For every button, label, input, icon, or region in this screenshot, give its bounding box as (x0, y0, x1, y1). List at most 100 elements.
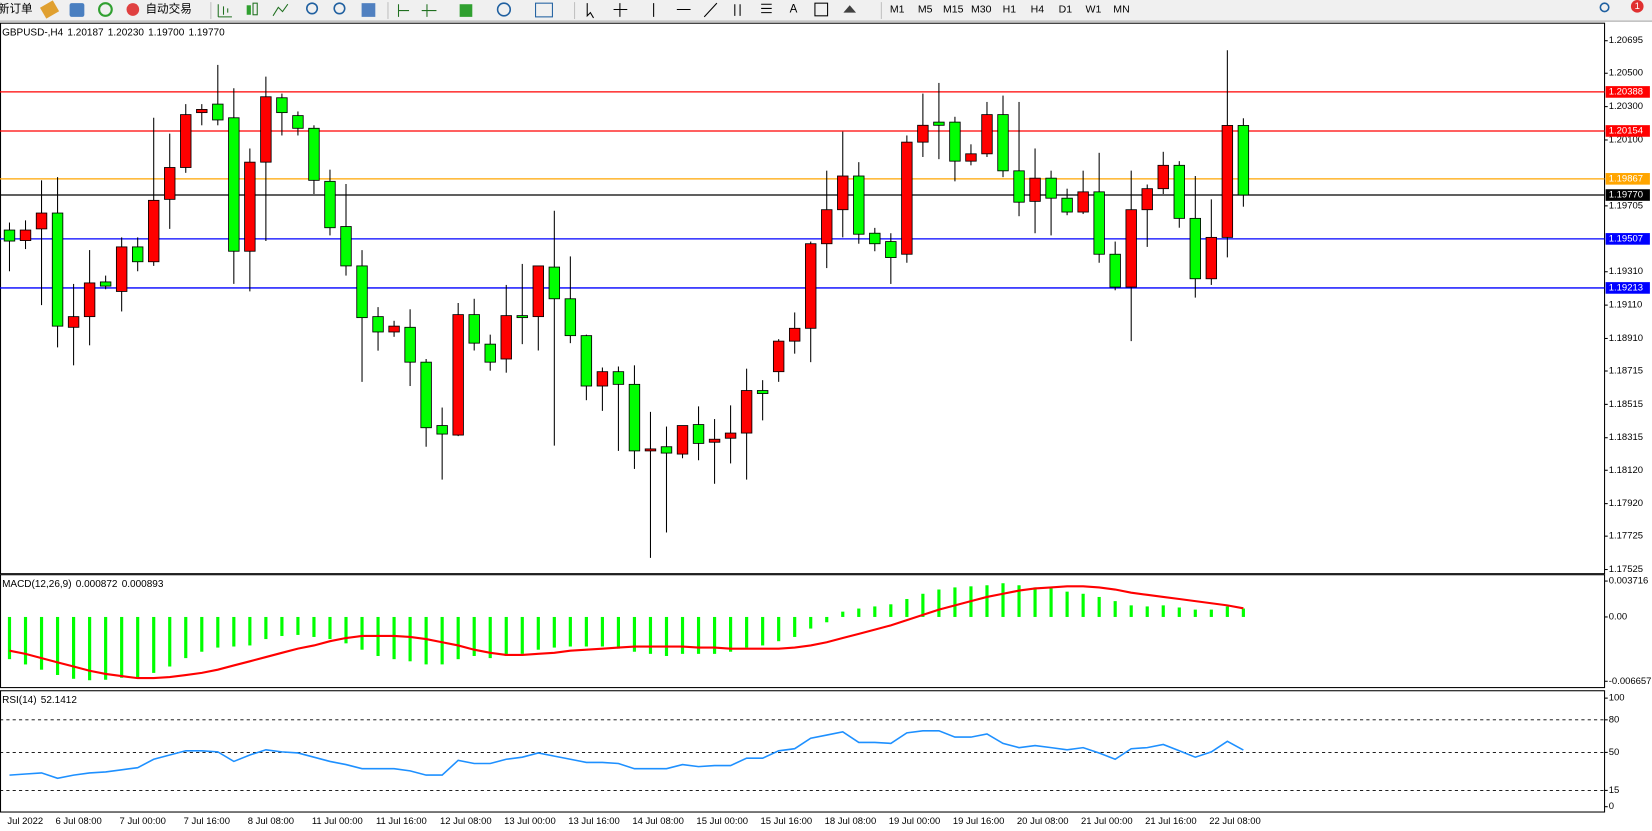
histogram-bar (520, 616, 524, 654)
histogram-bar (88, 616, 92, 681)
x-tick-label: 13 Jul 16:00 (568, 816, 620, 827)
histogram-bar (1113, 601, 1117, 617)
x-tick-label: 11 Jul 00:00 (312, 816, 363, 827)
toolbar (0, 0, 1652, 22)
y-tick-label: 1.20300 (1609, 101, 1643, 112)
candle-body (516, 315, 528, 319)
histogram-bar (104, 616, 108, 680)
y-tick-label: 1.19705 (1609, 200, 1643, 211)
candle-body (676, 425, 689, 455)
histogram-bar (1225, 606, 1229, 617)
icon-bars[interactable] (217, 4, 232, 18)
icon-crosshair[interactable] (613, 3, 628, 17)
histogram-bar (424, 616, 428, 665)
y-tick-label: 1.19310 (1609, 266, 1643, 277)
histogram-bar (472, 616, 476, 656)
icon-cursor[interactable] (586, 3, 594, 19)
timeframe-button[interactable]: H1 (1003, 3, 1017, 15)
y-tick-label: 80 (1609, 714, 1620, 725)
icon-line[interactable] (272, 3, 289, 17)
timeframe-button[interactable]: D1 (1059, 3, 1073, 15)
new-order-button[interactable]: 新订单 (0, 2, 33, 16)
icon-shift[interactable] (421, 4, 437, 17)
y-tick-label: 15 (1609, 785, 1620, 796)
candle-body (1109, 253, 1121, 288)
histogram-bar (1097, 596, 1101, 617)
histogram-bar (664, 616, 669, 656)
histogram-bar (632, 616, 637, 652)
x-tick-label: 13 Jul 00:00 (504, 816, 556, 827)
histogram-bar (152, 616, 156, 673)
histogram-bar (953, 587, 957, 617)
y-tick-label: -0.006657 (1609, 676, 1652, 687)
histogram-bar (39, 616, 44, 670)
candle-body (468, 314, 480, 344)
histogram-bar (1049, 588, 1053, 617)
candle-body (212, 103, 224, 121)
candle-body (1237, 125, 1250, 196)
icon-tile[interactable] (361, 3, 376, 17)
candle-body (612, 371, 625, 385)
icon-search[interactable] (1599, 2, 1610, 13)
candle-body (436, 425, 448, 435)
candle-body (148, 199, 160, 263)
timeframe-button[interactable]: MN (1113, 3, 1129, 15)
histogram-bar (552, 616, 556, 648)
icon-signal[interactable] (98, 2, 113, 17)
histogram-bar (712, 616, 717, 654)
icon-candles[interactable] (246, 5, 251, 15)
icon-periods[interactable] (496, 2, 512, 17)
histogram-bar (937, 589, 941, 617)
histogram-bar (1001, 583, 1005, 617)
y-tick-label: 1.18515 (1609, 399, 1643, 410)
histogram-bar (504, 616, 508, 656)
histogram-bar (680, 616, 685, 654)
icon-arrows[interactable] (843, 5, 857, 13)
candle-body (131, 246, 144, 263)
y-tick-label: 1.17725 (1609, 531, 1643, 542)
icon-navigator[interactable] (69, 3, 85, 17)
icon-indicators[interactable] (459, 4, 473, 17)
histogram-bar (1193, 609, 1197, 617)
icon-fibo[interactable] (761, 3, 772, 14)
histogram-bar (1161, 605, 1165, 617)
timeframe-button[interactable]: W1 (1086, 3, 1102, 15)
timeframe-button[interactable]: H4 (1031, 3, 1045, 15)
histogram-bar (793, 616, 797, 637)
candle-body (372, 316, 384, 333)
auto-trading-button[interactable]: 自动交易 (145, 2, 191, 16)
icon-zoom-in[interactable] (305, 2, 319, 15)
candle-body (19, 229, 32, 241)
y-tick-label: 1.17920 (1609, 498, 1643, 509)
x-tick-label: 8 Jul 08:00 (248, 816, 294, 827)
candle-body (1189, 217, 1201, 280)
histogram-bar (905, 598, 909, 617)
timeframe-button[interactable]: M15 (943, 3, 964, 15)
icon-channel[interactable] (734, 4, 741, 16)
timeframe-button[interactable]: M30 (971, 3, 992, 15)
icon-label[interactable] (814, 2, 829, 17)
icon-templates[interactable] (535, 2, 553, 18)
histogram-bar (408, 616, 412, 662)
candle-body (356, 265, 368, 319)
icon-autoscroll[interactable] (397, 4, 410, 17)
timeframe-button[interactable]: M5 (918, 3, 933, 15)
chart-header: GBPUSD-,H4 1.20187 1.20230 1.19700 1.19770 (2, 27, 225, 38)
candle-body (837, 175, 849, 211)
icon-draw-lines[interactable] (653, 2, 718, 18)
candle-body (949, 121, 961, 162)
histogram-bar (616, 616, 621, 649)
icon-text[interactable]: A (790, 4, 798, 16)
y-tick-label: 1.20100 (1609, 134, 1643, 145)
header-value: 52.1412 (41, 695, 78, 706)
timeframe-button[interactable]: M1 (890, 3, 905, 15)
candle-body (1061, 197, 1073, 213)
level-label: 1.19507 (1609, 233, 1643, 244)
y-tick-label: 0 (1609, 801, 1614, 812)
icon-zoom-out[interactable] (333, 2, 346, 15)
notification-badge[interactable] (1630, 0, 1644, 13)
icon-candles-2[interactable] (252, 2, 258, 16)
icon-tag[interactable] (39, 0, 60, 19)
icon-auto-trading[interactable] (126, 3, 140, 16)
